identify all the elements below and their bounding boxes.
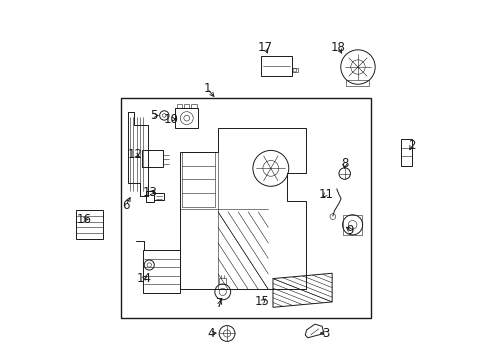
Bar xyxy=(191,104,196,108)
Text: 1: 1 xyxy=(204,82,211,95)
Bar xyxy=(142,150,163,167)
Text: 14: 14 xyxy=(136,272,151,285)
Text: 8: 8 xyxy=(341,157,348,170)
Text: 2: 2 xyxy=(408,139,416,152)
Text: 15: 15 xyxy=(255,296,270,309)
Bar xyxy=(147,191,154,202)
Bar xyxy=(401,139,412,166)
Text: 12: 12 xyxy=(128,148,143,161)
Text: 7: 7 xyxy=(216,297,223,310)
Text: 13: 13 xyxy=(143,186,157,199)
Text: 3: 3 xyxy=(322,327,329,339)
Bar xyxy=(143,250,180,293)
Text: 18: 18 xyxy=(331,41,345,54)
Text: 6: 6 xyxy=(122,199,130,212)
Bar xyxy=(184,104,190,108)
Bar xyxy=(346,80,369,86)
Text: 17: 17 xyxy=(257,41,272,54)
Bar xyxy=(182,152,215,207)
Bar xyxy=(175,108,198,128)
Bar xyxy=(261,56,292,76)
Text: 10: 10 xyxy=(164,113,179,126)
Bar xyxy=(76,210,103,239)
Text: 16: 16 xyxy=(77,213,92,226)
Bar xyxy=(122,98,370,318)
Text: 4: 4 xyxy=(207,327,215,339)
Text: 5: 5 xyxy=(150,109,157,122)
Bar xyxy=(177,104,182,108)
Bar xyxy=(292,68,298,72)
Circle shape xyxy=(144,260,154,270)
Bar xyxy=(154,193,164,200)
Text: 11: 11 xyxy=(318,188,333,201)
Bar xyxy=(219,278,226,284)
Text: 9: 9 xyxy=(346,224,354,237)
Bar xyxy=(343,215,362,234)
